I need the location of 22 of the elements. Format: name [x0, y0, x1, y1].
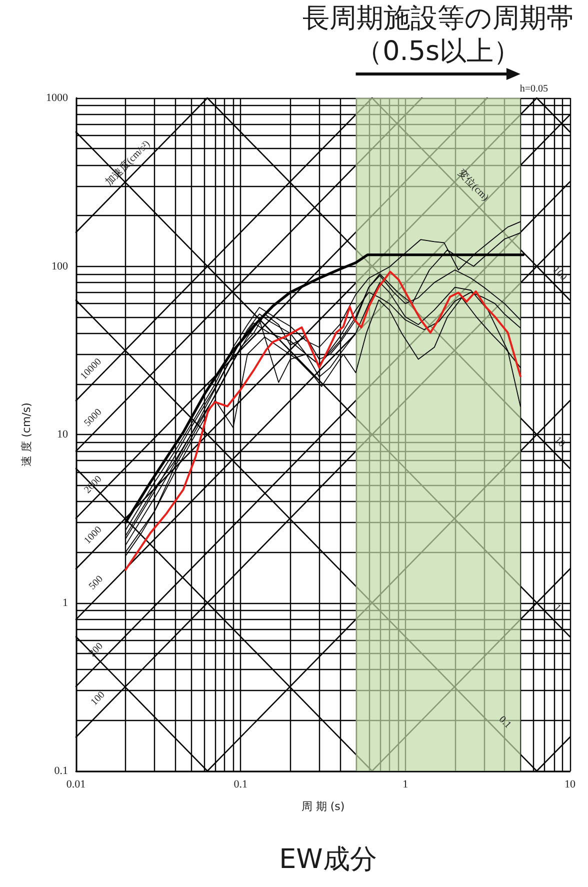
- x-tick-label: 1: [402, 778, 408, 790]
- annotation: 200: [87, 640, 106, 660]
- x-axis-title: 周 期 (s): [301, 800, 345, 813]
- y-axis-title: 速 度 (cm/s): [20, 402, 33, 466]
- y-tick-label: 1: [62, 596, 68, 609]
- band-label: 長周期施設等の周期帯（0.5s以上）: [302, 3, 574, 67]
- annotation: 10: [552, 434, 567, 450]
- y-tick-label: 10: [57, 428, 68, 440]
- annotation: 500: [87, 574, 106, 592]
- text: EW成分: [279, 844, 377, 875]
- annotation: 0.1: [496, 714, 514, 731]
- x-tick-label: 0.01: [66, 778, 86, 790]
- y-tick-label: 0.1: [54, 765, 68, 777]
- annotation: 1: [552, 602, 563, 614]
- x-tick-label: 10: [564, 778, 576, 790]
- x-tick-label: 0.1: [234, 778, 248, 790]
- y-tick-label: 1000: [46, 92, 68, 104]
- annotation: 100: [550, 264, 569, 283]
- text: h=0.05: [520, 84, 548, 94]
- annotation: 変位(cm): [456, 167, 492, 204]
- y-tick-label: 100: [52, 260, 68, 272]
- annotation: 100: [88, 690, 108, 708]
